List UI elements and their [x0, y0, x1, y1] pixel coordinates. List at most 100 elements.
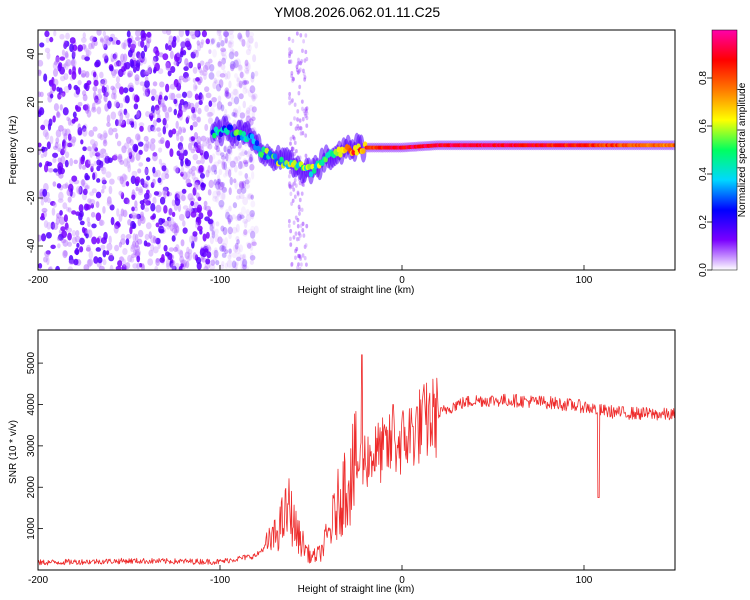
spectrogram-cell: [87, 146, 92, 152]
spectrogram-cell: [38, 91, 41, 98]
spectrogram-cell: [182, 220, 186, 227]
spectrogram-cell: [242, 259, 247, 269]
spectrogram-cell: [302, 39, 305, 44]
spectrogram-cell: [54, 141, 59, 149]
spectrogram-cell: [304, 107, 308, 112]
spectrogram-cell: [205, 169, 210, 178]
spectrogram-cell: [235, 215, 240, 222]
spectrogram-cell: [66, 116, 70, 122]
spectrogram-cell: [113, 69, 119, 74]
spectrogram-cell: [189, 31, 195, 36]
spectrogram-cell: [288, 51, 291, 56]
spectrogram-cell: [354, 149, 360, 156]
spectrogram-cell: [291, 76, 295, 81]
spectrogram-cell: [116, 140, 122, 147]
spectrogram-cell: [234, 180, 238, 190]
spectrogram-cell: [135, 30, 141, 37]
spectrogram-cell: [67, 207, 72, 213]
spectrogram-cell: [295, 64, 299, 69]
spectrogram-cell: [173, 229, 178, 237]
spectrogram-cell: [236, 239, 240, 245]
spectrogram-cell: [199, 173, 206, 179]
spectrogram-cell: [77, 126, 83, 136]
spectrogram-cell: [155, 107, 161, 115]
spectrogram-cell: [128, 152, 133, 160]
spectrogram-cell: [194, 179, 201, 186]
spectrogram-cell: [170, 92, 176, 101]
spectrogram-cell: [67, 133, 72, 141]
spectrogram-cell: [59, 92, 65, 98]
spectrogram-cell: [123, 158, 129, 167]
spectrogram-cell: [71, 236, 78, 245]
spectrogram-cell: [351, 149, 356, 156]
spectrogram-cell: [235, 223, 240, 233]
spectrogram-cell: [203, 150, 210, 160]
spectrogram-cell: [39, 91, 44, 98]
spectrogram-cell: [303, 75, 307, 80]
spectrogram-cell: [168, 129, 173, 138]
spectrogram-cell: [140, 69, 146, 78]
spectrogram-cell: [200, 155, 205, 165]
spectrogram-cell: [81, 164, 86, 170]
spectrogram-cell: [94, 152, 101, 157]
spectrogram-cell: [228, 205, 232, 212]
spectrogram-cell: [77, 44, 84, 52]
spectrogram-cell: [160, 102, 166, 108]
spectrogram-cell: [297, 236, 301, 241]
spectrogram-cell: [264, 147, 269, 154]
spectrogram-cell: [302, 71, 306, 77]
spectrogram-cell: [297, 262, 300, 267]
spectrogram-cell: [217, 30, 222, 34]
spectrogram-cell: [65, 32, 70, 40]
spectrogram-cell: [127, 254, 133, 263]
spectrogram-cell: [64, 141, 69, 149]
spectrogram-cell: [249, 154, 254, 161]
spectrogram-cell: [220, 49, 224, 56]
spectrogram-cell: [40, 199, 45, 206]
spectrogram-cell: [249, 156, 254, 162]
spectrogram-cell: [224, 87, 230, 94]
spectrogram-cell: [216, 174, 221, 183]
spectrogram-cell: [148, 249, 154, 257]
spectrogram-cell: [293, 181, 296, 186]
spectrogram-cell: [199, 145, 204, 154]
spectrogram-cell: [173, 98, 178, 105]
spectrogram-cell: [294, 231, 298, 236]
spectrogram-cell: [73, 159, 78, 165]
spectrogram-cell: [178, 126, 182, 135]
spectrogram-cell: [244, 63, 249, 70]
spectrogram-cell: [59, 75, 66, 82]
spectrogram-cell: [117, 175, 122, 181]
spectrogram-cell: [84, 56, 90, 62]
spectrogram-cell: [152, 152, 158, 162]
spectrogram-cell: [144, 167, 149, 175]
spectrogram-cell: [248, 104, 254, 112]
spectrogram-cell: [63, 63, 67, 69]
spectrogram-cell: [109, 264, 114, 270]
spectrogram-cell: [65, 59, 72, 67]
spectrogram-cell: [46, 161, 53, 167]
spectrogram-cell: [185, 116, 190, 124]
spectrogram-cell: [250, 171, 255, 180]
spectrogram-cell: [132, 214, 136, 220]
spectrogram-cell: [237, 212, 243, 221]
spectrogram-cell: [294, 255, 297, 260]
spectrogram-cell: [68, 254, 74, 264]
spectrogram-cell: [103, 43, 108, 51]
spectrogram-cell: [148, 231, 152, 240]
spectrogram-cell: [205, 38, 211, 45]
spectrogram-cell: [178, 213, 185, 221]
spectrogram-cell: [250, 116, 256, 122]
spectrogram-cell: [208, 49, 212, 55]
spectrogram-cell: [233, 96, 240, 105]
spectrogram-cell: [127, 72, 132, 78]
spectrogram-cell: [672, 143, 675, 148]
spectrogram-cell: [103, 35, 110, 41]
x-tick-label: -100: [210, 575, 230, 586]
spectrogram-cell: [214, 233, 219, 243]
spectrogram-cell: [183, 104, 188, 110]
spectrogram-cell: [64, 52, 69, 59]
spectrogram-cell: [112, 127, 118, 133]
spectrogram-cell: [79, 246, 84, 253]
spectrogram-cell: [119, 159, 125, 165]
